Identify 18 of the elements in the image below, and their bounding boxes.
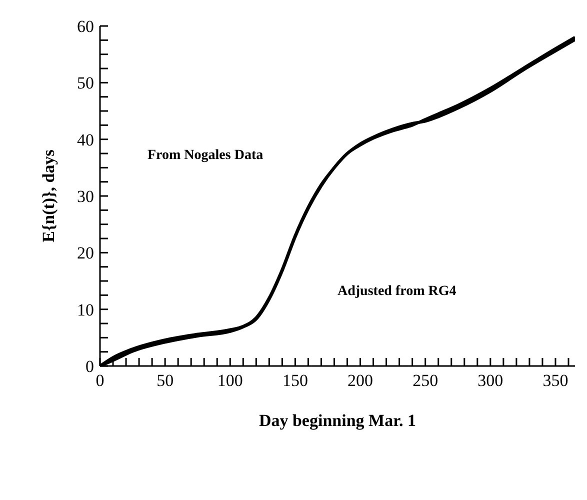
x-tick-label: 250 <box>412 371 438 390</box>
y-tick-label: 40 <box>77 130 94 150</box>
x-tick-label: 50 <box>156 371 174 390</box>
y-tick-label: 0 <box>86 357 94 376</box>
x-tick-label: 300 <box>478 371 504 390</box>
y-tick-label: 20 <box>77 244 94 263</box>
x-axis-title: Day beginning Mar. 1 <box>258 411 416 430</box>
y-tick-label: 50 <box>77 74 94 93</box>
x-tick-label: 150 <box>282 371 308 390</box>
y-tick-label: 60 <box>77 17 94 36</box>
annotation: Adjusted from RG4 <box>338 284 456 300</box>
y-axis-title: E{n(t)}, days <box>39 149 58 242</box>
y-tick-label: 10 <box>77 300 94 320</box>
y-tick-label: 30 <box>77 187 94 206</box>
annotation: From Nogales Data <box>148 148 264 164</box>
x-tick-label: 200 <box>348 371 374 390</box>
x-tick-label: 350 <box>542 371 568 390</box>
x-tick-label: 100 <box>217 371 243 390</box>
